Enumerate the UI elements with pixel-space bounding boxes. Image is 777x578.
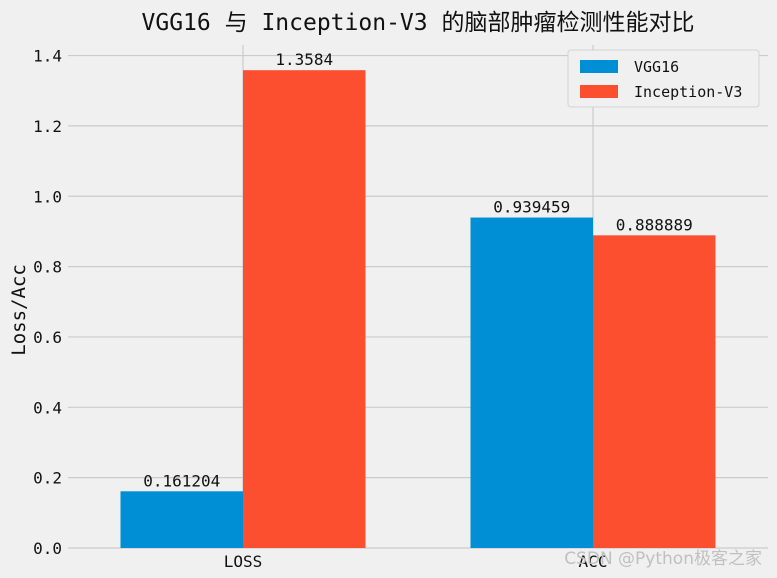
bars (120, 70, 716, 549)
legend: VGG16 Inception-V3 (567, 49, 760, 108)
watermark: CSDN @Python极客之家 (564, 549, 762, 569)
y-tick-label: 0.0 (33, 539, 62, 558)
chart-title: VGG16 与 Inception-V3 的脑部肿瘤检测性能对比 (142, 10, 695, 36)
y-tick-label: 1.4 (33, 47, 62, 66)
y-tick-label: 1.0 (33, 187, 62, 206)
y-axis-ticks: 0.0 0.2 0.4 0.6 0.8 1.0 1.2 1.4 (33, 47, 62, 558)
legend-label-inception-v3: Inception-V3 (634, 83, 742, 101)
legend-swatch-inception-v3 (580, 85, 618, 98)
data-label: 1.3584 (275, 50, 333, 69)
data-label: 0.161204 (143, 471, 220, 490)
y-axis-label: Loss/Acc (8, 264, 30, 356)
y-tick-label: 1.2 (33, 117, 62, 136)
legend-label-vgg16: VGG16 (634, 58, 679, 76)
data-labels: 0.161204 0.939459 1.3584 0.888889 (143, 50, 693, 490)
legend-swatch-vgg16 (580, 60, 618, 73)
y-tick-label: 0.4 (33, 398, 62, 417)
bar (470, 217, 593, 548)
bar (593, 235, 716, 549)
bar (120, 491, 243, 548)
bar (243, 70, 366, 548)
x-tick-label: LOSS (224, 552, 263, 571)
y-tick-label: 0.6 (33, 328, 62, 347)
data-label: 0.888889 (616, 215, 693, 234)
y-tick-label: 0.8 (33, 258, 62, 277)
data-label: 0.939459 (493, 198, 570, 217)
x-tick-label: ACC (579, 552, 608, 571)
y-tick-label: 0.2 (33, 469, 62, 488)
x-axis-ticks: LOSS ACC (224, 552, 608, 571)
